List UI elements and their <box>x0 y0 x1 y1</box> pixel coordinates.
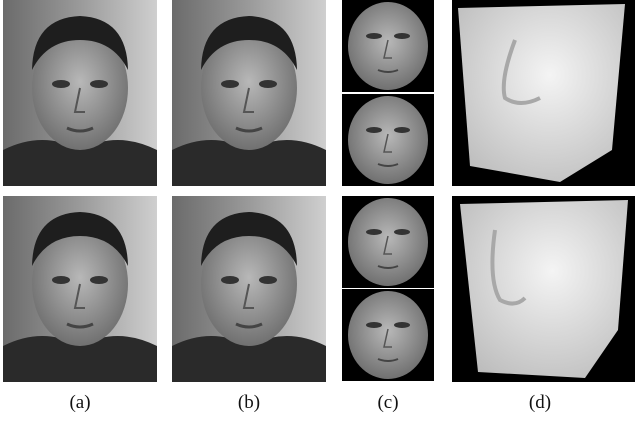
caption: (b) <box>238 392 260 413</box>
face-crop <box>342 196 434 288</box>
face-photo <box>3 0 157 186</box>
panel-d <box>452 0 635 382</box>
caption: (a) <box>69 392 90 413</box>
page: (a) (b) (c) (d) (() => { const data = JS… <box>0 0 639 416</box>
caption: (d) <box>529 392 551 413</box>
face-photo <box>172 0 326 186</box>
face-photo <box>172 196 326 382</box>
face-crop <box>342 94 434 186</box>
face-model <box>458 4 625 182</box>
face-crop <box>342 289 434 381</box>
panel-c <box>342 0 434 381</box>
panel-b <box>172 0 326 382</box>
face-crop <box>342 0 434 92</box>
face-photo <box>3 196 157 382</box>
face-model <box>460 200 628 378</box>
panel-a <box>3 0 157 382</box>
figure: (a) (b) (c) (d) <box>0 0 639 416</box>
caption: (c) <box>377 392 398 413</box>
